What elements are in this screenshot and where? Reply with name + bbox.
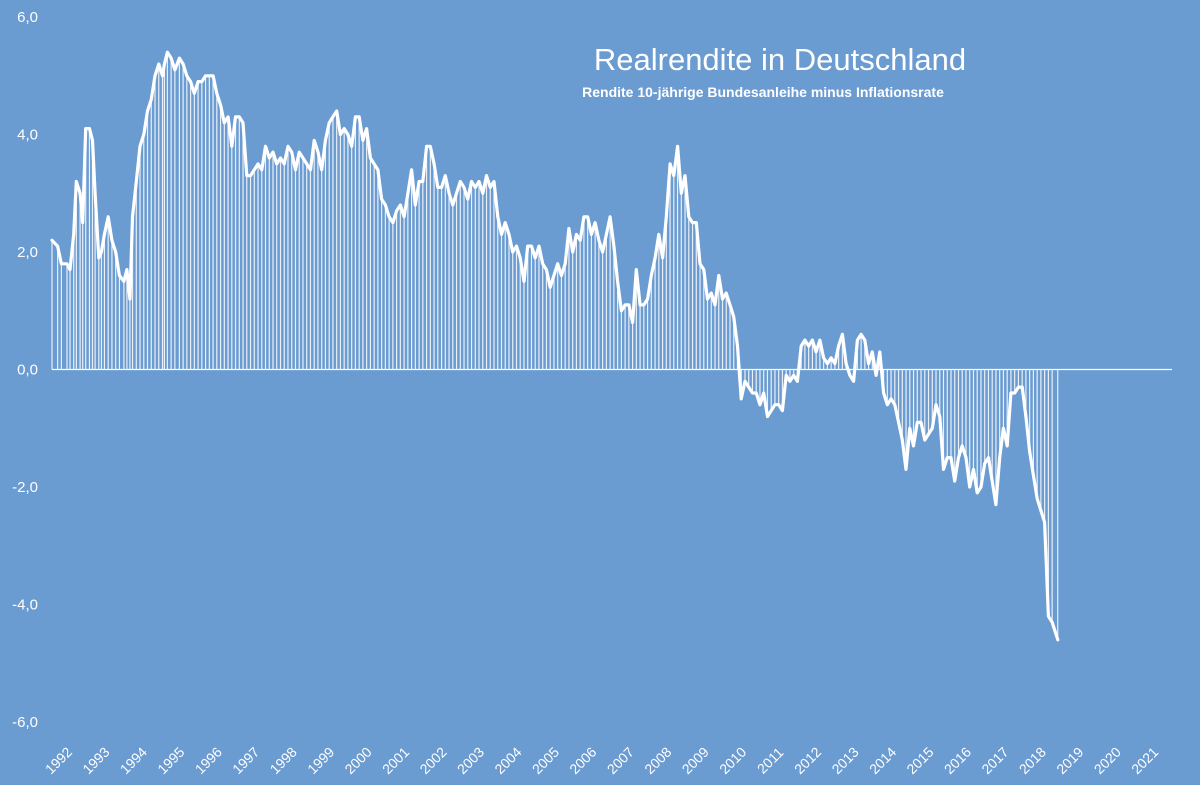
y-tick-label: 0,0 bbox=[17, 362, 38, 379]
x-tick-label: 2017 bbox=[978, 744, 1011, 777]
x-tick-label: 1994 bbox=[117, 744, 150, 777]
series-line-group bbox=[50, 50, 1060, 642]
y-tick-label: -4,0 bbox=[12, 597, 38, 614]
x-tick-label: 2000 bbox=[341, 744, 374, 777]
x-tick-label: 2011 bbox=[754, 744, 787, 777]
x-tick-label: 1992 bbox=[42, 744, 75, 777]
x-tick-label: 2004 bbox=[491, 744, 524, 777]
y-tick-label: 6,0 bbox=[17, 9, 38, 26]
x-tick-label: 2018 bbox=[1016, 744, 1049, 777]
chart-title: Realrendite in Deutschland bbox=[594, 42, 966, 77]
x-tick-label: 2013 bbox=[828, 744, 861, 777]
x-tick-label: 2002 bbox=[416, 744, 449, 777]
y-tick-label: -2,0 bbox=[12, 479, 38, 496]
y-axis-ticks: 6,0 4,0 2,0 0,0 -2,0 -4,0 -6,0 bbox=[12, 9, 38, 731]
x-tick-label: 2019 bbox=[1053, 744, 1086, 777]
x-tick-label: 1998 bbox=[267, 744, 300, 777]
x-tick-label: 1993 bbox=[79, 744, 112, 777]
x-tick-label: 2008 bbox=[641, 744, 674, 777]
x-tick-label: 2015 bbox=[903, 744, 936, 777]
y-tick-label: 2,0 bbox=[17, 244, 38, 261]
x-tick-label: 2006 bbox=[566, 744, 599, 777]
x-tick-label: 2003 bbox=[454, 744, 487, 777]
x-tick-label: 2001 bbox=[379, 744, 412, 777]
x-tick-label: 2007 bbox=[604, 744, 637, 777]
x-tick-label: 2012 bbox=[791, 744, 824, 777]
x-tick-label: 2010 bbox=[716, 744, 749, 777]
x-tick-label: 1999 bbox=[304, 744, 337, 777]
x-tick-label: 2014 bbox=[866, 744, 899, 777]
x-tick-label: 2005 bbox=[529, 744, 562, 777]
x-tick-label: 2020 bbox=[1091, 744, 1124, 777]
series-line bbox=[50, 50, 1060, 642]
x-tick-label: 1996 bbox=[192, 744, 225, 777]
y-tick-label: 4,0 bbox=[17, 127, 38, 144]
chart-subtitle: Rendite 10-jährige Bundesanleihe minus I… bbox=[582, 84, 944, 100]
area-bars bbox=[51, 52, 1059, 640]
x-tick-label: 2016 bbox=[941, 744, 974, 777]
x-tick-label: 1997 bbox=[229, 744, 262, 777]
y-tick-label: -6,0 bbox=[12, 714, 38, 731]
x-tick-label: 2009 bbox=[679, 744, 712, 777]
x-axis-ticks: 1992 1993 1994 1995 1996 1997 1998 1999 2000 2001… bbox=[42, 744, 1162, 777]
x-tick-label: 2021 bbox=[1128, 744, 1161, 777]
x-tick-label: 1995 bbox=[154, 744, 187, 777]
